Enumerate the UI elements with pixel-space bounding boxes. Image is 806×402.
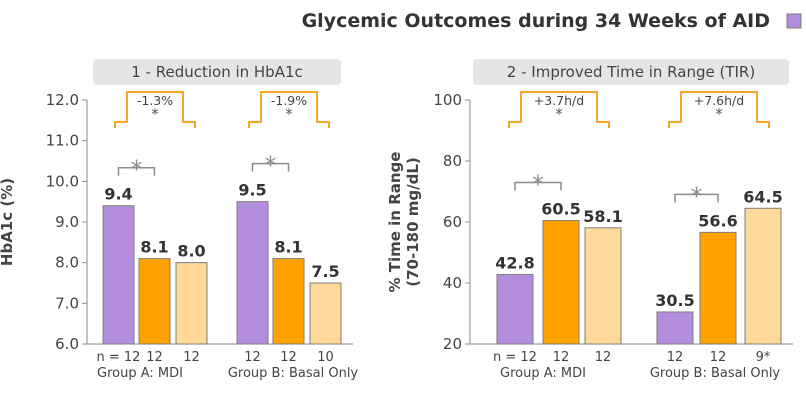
data-label: 64.5 <box>743 187 782 206</box>
bar <box>272 258 305 345</box>
significance-star: * <box>265 152 277 180</box>
y-tick-label: 40 <box>443 274 462 292</box>
change-bracket <box>668 91 770 128</box>
chart-tir: 2 - Improved Time in Range (TIR) 20 40 60 80… <box>386 59 793 381</box>
y-tick-label: 80 <box>443 152 462 170</box>
n-label: 12 <box>667 350 684 365</box>
n-label: 12 <box>183 350 200 365</box>
n-label: n = 12 <box>493 350 537 365</box>
bar <box>542 219 580 345</box>
data-label: 30.5 <box>655 291 694 310</box>
data-label: 9.4 <box>104 185 132 204</box>
data-label: 60.5 <box>541 199 580 218</box>
data-label: 42.8 <box>495 253 534 272</box>
y-tick-label: 7.0 <box>55 294 79 312</box>
bar <box>175 262 208 345</box>
n-label: n = 12 <box>97 350 141 365</box>
y-tick-label: 8.0 <box>55 254 79 272</box>
y-axis-label: HbA1c (%) <box>0 178 16 266</box>
n-label: 12 <box>280 350 297 365</box>
y-axis-label: % Time in Range <box>386 152 404 293</box>
change-star: * <box>151 105 159 123</box>
data-label: 8.0 <box>177 242 205 261</box>
significance-star: * <box>691 182 703 210</box>
bar <box>496 273 534 345</box>
group-label: Group A: MDI <box>97 366 183 381</box>
n-label: 10 <box>317 350 334 365</box>
change-label: -1.3% <box>137 93 173 108</box>
y-tick-label: 60 <box>443 213 462 231</box>
y-tick-label: 11.0 <box>46 132 79 150</box>
change-bracket <box>508 91 610 128</box>
y-axis-label-2: (70-180 mg/dL) <box>404 157 422 287</box>
panel-title: 2 - Improved Time in Range (TIR) <box>507 63 755 81</box>
data-label: 8.1 <box>140 238 168 257</box>
y-tick-label: 10.0 <box>46 172 79 190</box>
data-label: 8.1 <box>274 238 302 257</box>
y-tick-label: 100 <box>433 91 462 109</box>
n-label: 12 <box>710 350 727 365</box>
bar <box>309 282 342 345</box>
bar <box>744 207 782 345</box>
panel-header-bg <box>473 59 789 85</box>
bar <box>102 205 135 345</box>
chart-hba1c: 1 - Reduction in HbA1c 6.0 7.0 8.0 9.0 10.0 11… <box>0 59 358 381</box>
bar <box>584 227 622 345</box>
change-label: +3.7h/d <box>534 93 584 108</box>
group-label: Group A: MDI <box>500 366 586 381</box>
panel-title: 1 - Reduction in HbA1c <box>131 63 303 81</box>
n-label: 12 <box>146 350 163 365</box>
change-label: -1.9% <box>271 93 307 108</box>
significance-star: * <box>131 156 143 184</box>
significance-star: * <box>532 170 544 198</box>
legend-swatch <box>786 13 802 29</box>
change-bracket <box>114 91 196 128</box>
figure-title: Glycemic Outcomes during 34 Weeks of AID <box>302 10 770 32</box>
n-label: 12 <box>553 350 570 365</box>
change-star: * <box>285 105 293 123</box>
data-label: 56.6 <box>698 211 737 230</box>
significance-bracket <box>117 166 156 176</box>
group-label: Group B: Basal Only <box>228 366 359 381</box>
n-label: 9* <box>756 350 771 365</box>
y-tick-label: 9.0 <box>55 213 79 231</box>
y-tick-label: 12.0 <box>46 91 79 109</box>
change-label: +7.6h/d <box>694 93 744 108</box>
bar <box>236 201 269 345</box>
change-bracket <box>248 91 330 128</box>
change-star: * <box>715 105 723 123</box>
n-label: 12 <box>595 350 612 365</box>
y-tick-label: 6.0 <box>55 335 79 353</box>
n-label: 12 <box>244 350 261 365</box>
significance-bracket <box>514 181 562 191</box>
significance-bracket <box>251 162 290 172</box>
bar <box>656 311 694 345</box>
data-label: 9.5 <box>238 181 266 200</box>
panel-header-bg <box>93 59 341 85</box>
significance-bracket <box>674 193 719 203</box>
data-label: 58.1 <box>583 207 622 226</box>
group-label: Group B: Basal Only <box>650 366 781 381</box>
data-label: 7.5 <box>311 262 339 281</box>
bar <box>699 231 737 345</box>
change-star: * <box>555 105 563 123</box>
bar <box>138 258 171 345</box>
y-tick-label: 20 <box>443 335 462 353</box>
